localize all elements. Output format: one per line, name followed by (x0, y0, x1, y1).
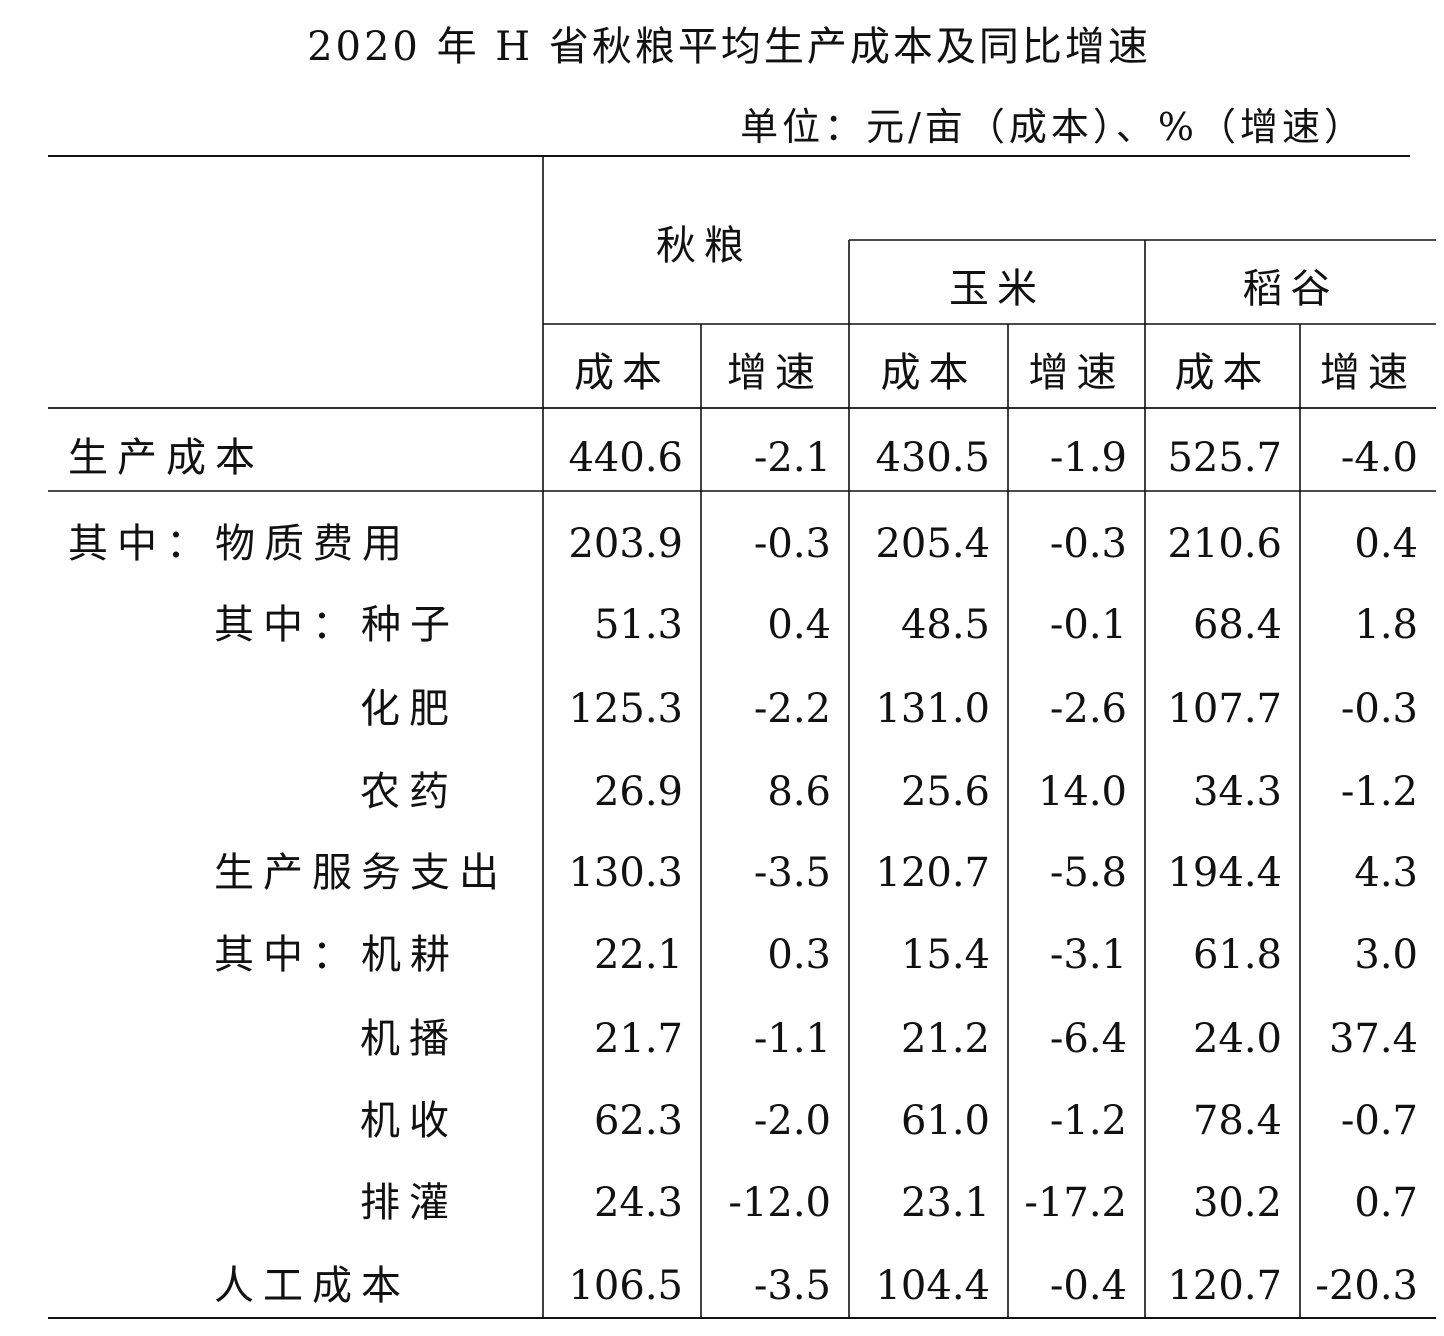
group-header: 稻谷 (1243, 266, 1339, 312)
table-cell: 15.4 (901, 932, 990, 978)
table-cell: 68.4 (1193, 602, 1282, 648)
table-cell: 203.9 (568, 521, 683, 567)
table-cell: 78.4 (1193, 1098, 1282, 1144)
table-cell: 0.3 (767, 932, 831, 978)
table-cell: 30.2 (1193, 1180, 1282, 1226)
row-label: 化肥 (360, 686, 458, 732)
subheader-cell: 成本 (1175, 350, 1271, 396)
table-cell: 61.0 (901, 1098, 990, 1144)
subheader-cell: 增速 (727, 350, 823, 396)
table-title: 2020 年 H 省秋粮平均生产成本及同比增速 (307, 24, 1151, 70)
table-cell: 8.6 (767, 769, 831, 815)
table-cell: 21.7 (594, 1016, 683, 1062)
group-header: 秋粮 (656, 223, 752, 269)
table-cell: 131.0 (875, 686, 990, 732)
table-cell: -0.7 (1341, 1098, 1418, 1144)
row-label: 其中：机耕 (214, 932, 459, 978)
subheader-cell: 成本 (881, 350, 977, 396)
row-label: 机播 (360, 1016, 458, 1062)
table-cell: 23.1 (901, 1180, 990, 1226)
row-label: 机收 (360, 1098, 458, 1144)
row-label: 其中：种子 (214, 602, 459, 648)
table-cell: 120.7 (1167, 1263, 1282, 1309)
table-cell: 0.4 (1354, 521, 1418, 567)
table-cell: -0.3 (1050, 521, 1127, 567)
table-cell: 48.5 (901, 602, 990, 648)
table-cell: 1.8 (1354, 602, 1418, 648)
row-label: 生产成本 (68, 435, 264, 481)
table-cell: -6.4 (1050, 1016, 1127, 1062)
table-cell: -1.2 (1341, 769, 1418, 815)
table-cell: -20.3 (1315, 1263, 1418, 1309)
table-cell: -2.2 (754, 686, 831, 732)
table-cell: 104.4 (875, 1263, 990, 1309)
table-cell: -0.1 (1050, 602, 1127, 648)
table-cell: -0.3 (1341, 686, 1418, 732)
unit-label: 单位：元/亩（成本）、%（增速） (740, 105, 1366, 149)
table-cell: 525.7 (1167, 435, 1282, 481)
table-cell: 430.5 (875, 435, 990, 481)
table-cell: 14.0 (1038, 769, 1127, 815)
table-cell: -5.8 (1050, 850, 1127, 896)
table-cell: 440.6 (568, 435, 683, 481)
table-cell: 106.5 (568, 1263, 683, 1309)
table-cell: -0.3 (754, 521, 831, 567)
table-cell: 62.3 (594, 1098, 683, 1144)
table-cell: 120.7 (875, 850, 990, 896)
table-cell: 24.3 (594, 1180, 683, 1226)
table-cell: 3.0 (1354, 932, 1418, 978)
row-label: 人工成本 (214, 1263, 410, 1309)
table-cell: 4.3 (1354, 850, 1418, 896)
row-label: 其中：物质费用 (68, 521, 411, 567)
table-cell: 205.4 (875, 521, 990, 567)
group-header: 玉米 (949, 266, 1045, 312)
table-cell: -2.6 (1050, 686, 1127, 732)
table-cell: 37.4 (1329, 1016, 1418, 1062)
table-cell: 34.3 (1193, 769, 1282, 815)
table-cell: -4.0 (1341, 435, 1418, 481)
table-cell: -17.2 (1024, 1180, 1127, 1226)
table-cell: 0.7 (1354, 1180, 1418, 1226)
table-cell: 210.6 (1167, 521, 1282, 567)
subheader-cell: 成本 (574, 350, 670, 396)
row-label: 排灌 (360, 1180, 458, 1226)
table-cell: 125.3 (568, 686, 683, 732)
table-cell: 26.9 (594, 769, 683, 815)
table-cell: 22.1 (594, 932, 683, 978)
table-cell: 194.4 (1167, 850, 1282, 896)
table-cell: -12.0 (728, 1180, 831, 1226)
table-cell: -3.1 (1050, 932, 1127, 978)
table-cell: 25.6 (901, 769, 990, 815)
table-cell: -1.2 (1050, 1098, 1127, 1144)
table-cell: -1.1 (754, 1016, 831, 1062)
table-cell: 107.7 (1167, 686, 1282, 732)
row-label: 农药 (360, 769, 458, 815)
table-cell: -3.5 (754, 1263, 831, 1309)
table-cell: -2.1 (754, 435, 831, 481)
table-cell: 51.3 (594, 602, 683, 648)
table-cell: 21.2 (901, 1016, 990, 1062)
table-cell: -1.9 (1050, 435, 1127, 481)
row-label: 生产服务支出 (214, 850, 508, 896)
table-cell: 61.8 (1193, 932, 1282, 978)
table-cell: 0.4 (767, 602, 831, 648)
table-cell: 130.3 (568, 850, 683, 896)
table-cell: 24.0 (1193, 1016, 1282, 1062)
table-cell: -3.5 (754, 850, 831, 896)
subheader-cell: 增速 (1320, 350, 1416, 396)
table-cell: -0.4 (1050, 1263, 1127, 1309)
subheader-cell: 增速 (1029, 350, 1125, 396)
table-cell: -2.0 (754, 1098, 831, 1144)
